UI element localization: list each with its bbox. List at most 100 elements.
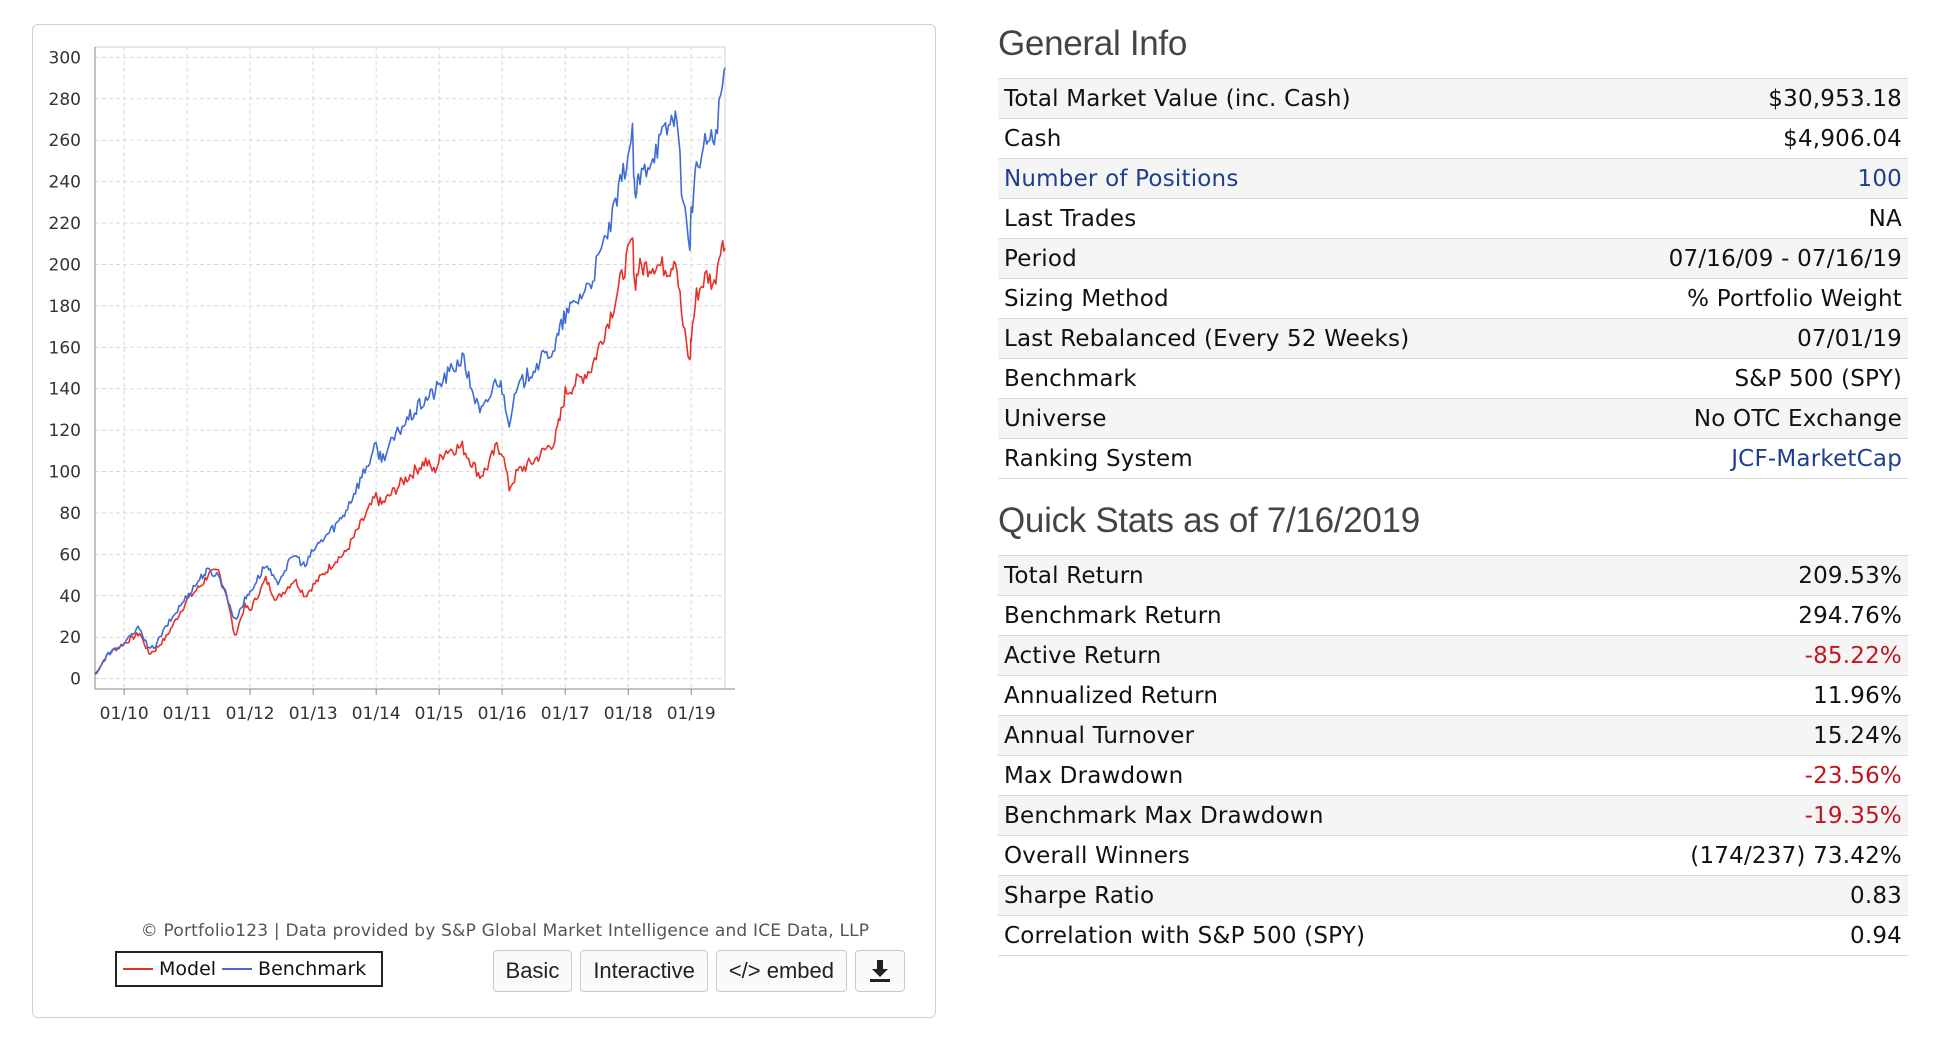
download-icon bbox=[870, 960, 890, 982]
basic-button[interactable]: Basic bbox=[492, 950, 573, 992]
table-row: Annualized Return 11.96% bbox=[998, 675, 1908, 716]
y-tick-label: 60 bbox=[59, 545, 81, 565]
row-value[interactable]: 100 bbox=[1571, 158, 1908, 199]
chart-buttons: Basic Interactive </> embed bbox=[492, 950, 905, 992]
row-label: Benchmark bbox=[998, 358, 1572, 399]
row-value: $30,953.18 bbox=[1571, 78, 1908, 119]
row-label[interactable]: Number of Positions bbox=[998, 158, 1572, 199]
row-value: -19.35% bbox=[1566, 795, 1908, 836]
y-tick-label: 180 bbox=[49, 297, 81, 317]
row-label: Active Return bbox=[998, 635, 1567, 676]
table-row: Correlation with S&P 500 (SPY) 0.94 bbox=[998, 915, 1908, 956]
row-label: Sizing Method bbox=[998, 278, 1572, 319]
table-row: Max Drawdown -23.56% bbox=[998, 755, 1908, 796]
row-value[interactable]: JCF-MarketCap bbox=[1571, 438, 1908, 479]
row-label: Cash bbox=[998, 118, 1572, 159]
row-value: % Portfolio Weight bbox=[1571, 278, 1908, 319]
plot-area bbox=[94, 46, 726, 690]
y-tick-label: 200 bbox=[49, 255, 81, 275]
y-tick-label: 80 bbox=[59, 504, 81, 524]
x-tick-label: 01/11 bbox=[163, 704, 212, 724]
series-line-benchmark bbox=[94, 67, 726, 675]
y-tick-label: 0 bbox=[70, 670, 81, 690]
y-tick-label: 140 bbox=[49, 380, 81, 400]
row-label: Total Return bbox=[998, 555, 1567, 596]
table-row: Active Return -85.22% bbox=[998, 635, 1908, 676]
row-value: 0.94 bbox=[1566, 915, 1908, 956]
legend-model-label: Model bbox=[159, 958, 217, 980]
row-label: Benchmark Max Drawdown bbox=[998, 795, 1567, 836]
legend-benchmark[interactable]: Benchmark bbox=[216, 958, 366, 980]
table-row: Sizing Method% Portfolio Weight bbox=[998, 278, 1908, 319]
row-value: -23.56% bbox=[1566, 755, 1908, 796]
table-row: Total Return 209.53% bbox=[998, 555, 1908, 596]
table-row: Annual Turnover 15.24% bbox=[998, 715, 1908, 756]
table-row: Overall Winners (174/237) 73.42% bbox=[998, 835, 1908, 876]
y-tick-label: 220 bbox=[49, 214, 81, 234]
row-label: Total Market Value (inc. Cash) bbox=[998, 78, 1572, 119]
download-button[interactable] bbox=[855, 950, 905, 992]
row-value: (174/237) 73.42% bbox=[1566, 835, 1908, 876]
row-label: Universe bbox=[998, 398, 1572, 439]
row-label: Last Trades bbox=[998, 198, 1572, 239]
legend-model-swatch bbox=[123, 968, 153, 970]
table-row: Benchmark Max Drawdown -19.35% bbox=[998, 795, 1908, 836]
row-label: Period bbox=[998, 238, 1572, 279]
table-row: Last Rebalanced (Every 52 Weeks) 07/01/19 bbox=[998, 318, 1908, 359]
interactive-button[interactable]: Interactive bbox=[580, 950, 708, 992]
row-label: Benchmark Return bbox=[998, 595, 1567, 636]
y-tick-label: 240 bbox=[49, 173, 81, 193]
y-tick-label: 120 bbox=[49, 421, 81, 441]
x-tick-label: 01/15 bbox=[415, 704, 464, 724]
row-value: 07/16/09 - 07/16/19 bbox=[1571, 238, 1908, 279]
table-row: Benchmark Return 294.76% bbox=[998, 595, 1908, 636]
row-value: $4,906.04 bbox=[1571, 118, 1908, 159]
y-tick-label: 160 bbox=[49, 338, 81, 358]
row-value: 0.83 bbox=[1566, 875, 1908, 916]
x-tick-label: 01/10 bbox=[100, 704, 149, 724]
quick-stats-title: Quick Stats as of 7/16/2019 bbox=[998, 501, 1420, 540]
legend-model[interactable]: Model bbox=[117, 958, 216, 980]
row-value: 07/01/19 bbox=[1571, 318, 1908, 359]
x-tick-label: 01/13 bbox=[289, 704, 338, 724]
stats-panel: General Info Total Market Value (inc. Ca… bbox=[998, 20, 1908, 956]
x-tick-label: 01/19 bbox=[667, 704, 716, 724]
table-row: Number of Positions 100 bbox=[998, 158, 1908, 199]
y-tick-label: 40 bbox=[59, 587, 81, 607]
chart-legend: Model Benchmark bbox=[115, 951, 383, 987]
embed-button[interactable]: </> embed bbox=[715, 950, 847, 992]
x-tick-label: 01/18 bbox=[604, 704, 653, 724]
row-label: Annual Turnover bbox=[998, 715, 1567, 756]
x-tick-label: 01/17 bbox=[541, 704, 590, 724]
row-label: Ranking System bbox=[998, 438, 1572, 479]
row-label: Sharpe Ratio bbox=[998, 875, 1567, 916]
table-row: Universe No OTC Exchange bbox=[998, 398, 1908, 439]
table-row: Last Trades NA bbox=[998, 198, 1908, 239]
row-value: -85.22% bbox=[1566, 635, 1908, 676]
x-tick-label: 01/14 bbox=[352, 704, 401, 724]
legend-benchmark-label: Benchmark bbox=[258, 958, 367, 980]
general-info-table: Total Market Value (inc. Cash) $30,953.18… bbox=[998, 78, 1908, 479]
row-label: Correlation with S&P 500 (SPY) bbox=[998, 915, 1567, 956]
chart-credit: © Portfolio123 | Data provided by S&P Gl… bbox=[140, 921, 870, 941]
legend-benchmark-swatch bbox=[222, 968, 253, 970]
y-tick-label: 100 bbox=[49, 463, 81, 483]
row-value: 209.53% bbox=[1566, 555, 1908, 596]
row-value: 11.96% bbox=[1566, 675, 1908, 716]
row-value: No OTC Exchange bbox=[1571, 398, 1908, 439]
table-row: Period 07/16/09 - 07/16/19 bbox=[998, 238, 1908, 279]
row-label: Max Drawdown bbox=[998, 755, 1567, 796]
y-tick-label: 280 bbox=[49, 90, 81, 110]
row-value: NA bbox=[1571, 198, 1908, 239]
table-row: Total Market Value (inc. Cash) $30,953.18 bbox=[998, 78, 1908, 119]
x-tick-label: 01/16 bbox=[478, 704, 527, 724]
row-value: 15.24% bbox=[1566, 715, 1908, 756]
y-tick-label: 20 bbox=[59, 628, 81, 648]
table-row: Benchmark S&P 500 (SPY) bbox=[998, 358, 1908, 399]
quick-stats-table: Total Return 209.53% Benchmark Return 294.7… bbox=[998, 555, 1908, 956]
row-value: S&P 500 (SPY) bbox=[1571, 358, 1908, 399]
table-row: Cash $4,906.04 bbox=[998, 118, 1908, 159]
performance-chart[interactable]: 0 20 40 60 80 100 120 140 160 180 200 220 240 260 280 3… bbox=[33, 25, 937, 1019]
y-tick-label: 260 bbox=[49, 131, 81, 151]
row-label: Overall Winners bbox=[998, 835, 1567, 876]
